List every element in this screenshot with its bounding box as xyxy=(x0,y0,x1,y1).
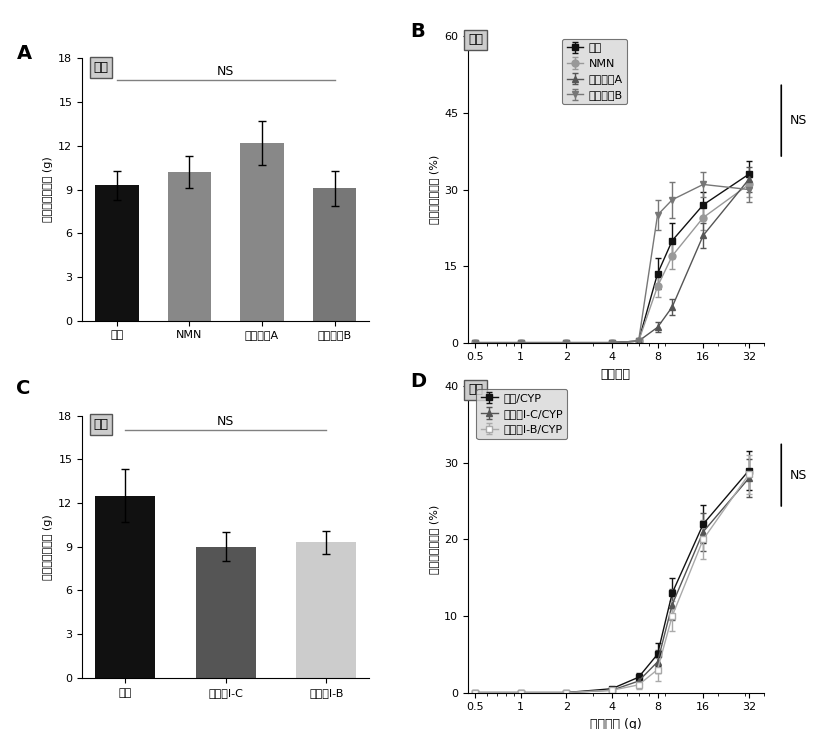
Legend: 载体, NMN, 前体药物A, 前体药物B: 载体, NMN, 前体药物A, 前体药物B xyxy=(562,39,627,104)
Text: 基础: 基础 xyxy=(94,418,108,431)
Text: C: C xyxy=(16,379,31,398)
Text: D: D xyxy=(410,372,427,391)
Legend: 载体/CYP, 化合物Ⅰ-C/CYP, 化合物Ⅰ-B/CYP: 载体/CYP, 化合物Ⅰ-C/CYP, 化合物Ⅰ-B/CYP xyxy=(476,389,567,439)
Bar xyxy=(95,496,155,678)
Text: NS: NS xyxy=(790,114,808,127)
Y-axis label: 伤害性感受评分 (%): 伤害性感受评分 (%) xyxy=(429,505,438,574)
Text: NS: NS xyxy=(217,415,235,428)
Bar xyxy=(167,172,211,321)
Text: 基础: 基础 xyxy=(94,61,108,74)
Y-axis label: 伤害性感受阈值 (g): 伤害性感受阈值 (g) xyxy=(43,157,53,222)
Y-axis label: 伤害性感受阈值 (g): 伤害性感受阈值 (g) xyxy=(43,514,53,580)
Text: 基础: 基础 xyxy=(468,34,483,47)
Text: B: B xyxy=(410,22,425,41)
Text: NS: NS xyxy=(217,65,235,78)
Bar xyxy=(195,547,256,678)
X-axis label: 冯弗雷力: 冯弗雷力 xyxy=(601,368,631,381)
Bar xyxy=(241,143,284,321)
Text: NS: NS xyxy=(790,469,808,482)
Bar xyxy=(95,185,139,321)
Bar xyxy=(296,542,356,678)
X-axis label: 冯弗雷力 (g): 冯弗雷力 (g) xyxy=(589,718,642,729)
Bar xyxy=(313,188,356,321)
Y-axis label: 伤害性感受评分 (%): 伤害性感受评分 (%) xyxy=(429,155,438,224)
Text: 基础: 基础 xyxy=(468,383,483,397)
Text: A: A xyxy=(16,44,31,63)
